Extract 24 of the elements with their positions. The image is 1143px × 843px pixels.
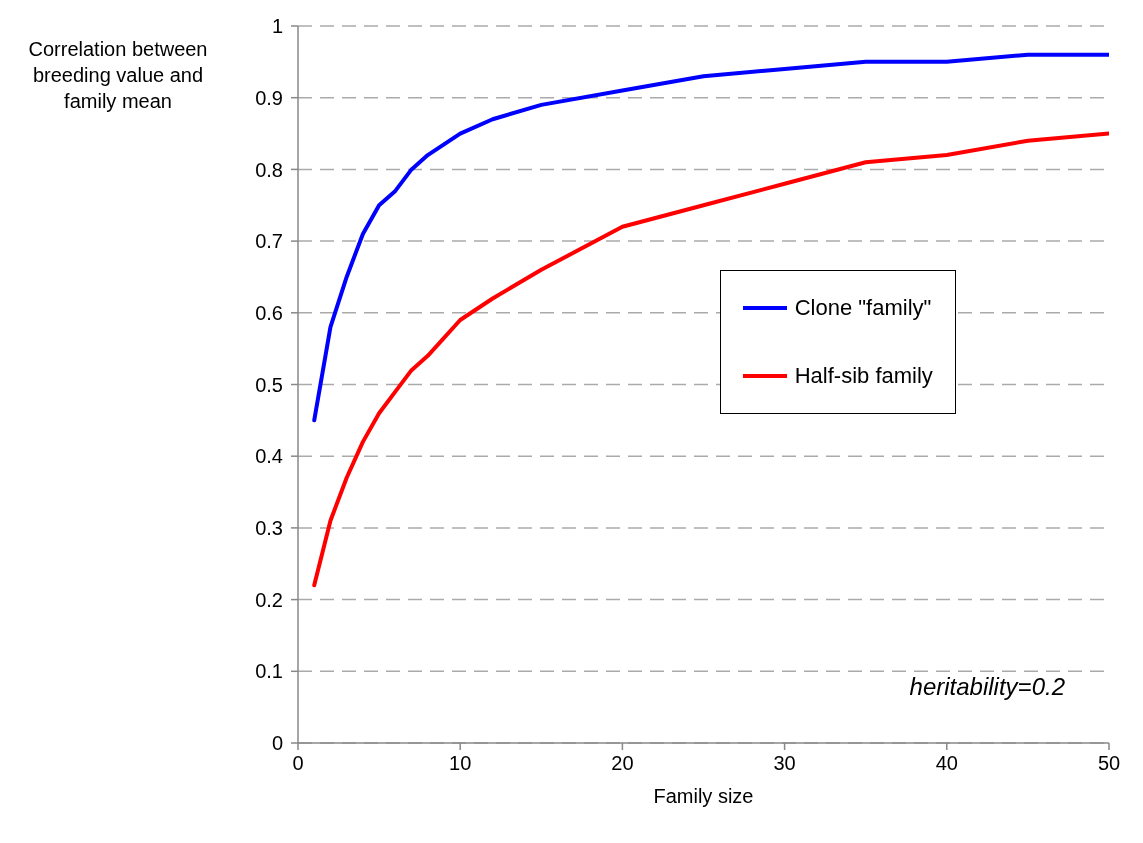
legend-label: Clone "family" (794, 294, 932, 321)
x-tick-label: 40 (935, 752, 958, 775)
y-tick-label: 0.6 (255, 301, 283, 324)
y-tick-label: 0.2 (255, 588, 283, 611)
y-axis-title: Correlation between breeding value and family mean (27, 37, 209, 114)
y-tick-label: 0.1 (255, 660, 283, 683)
annotation: heritability=0.2 (909, 673, 1065, 701)
x-tick-label: 0 (292, 752, 304, 775)
x-tick-label: 20 (611, 752, 634, 775)
y-tick-label: 0.4 (255, 445, 283, 468)
x-tick-label: 10 (449, 752, 472, 775)
x-tick-label: 50 (1097, 752, 1121, 775)
x-tick-label: 30 (773, 752, 796, 775)
y-tick-label: 0.7 (255, 230, 283, 253)
y-tick-label: 0 (271, 732, 283, 755)
x-axis-title: Family size (653, 785, 754, 807)
y-tick-label: 1 (271, 15, 283, 38)
y-tick-label: 0.8 (255, 158, 283, 181)
line-series (312, 131, 1109, 588)
y-tick-label: 0.3 (255, 517, 283, 539)
y-tick-label: 0.5 (255, 373, 283, 396)
y-tick-label: 0.9 (255, 86, 283, 109)
legend-label: Half-sib family (794, 362, 933, 389)
line-series (312, 52, 1109, 423)
